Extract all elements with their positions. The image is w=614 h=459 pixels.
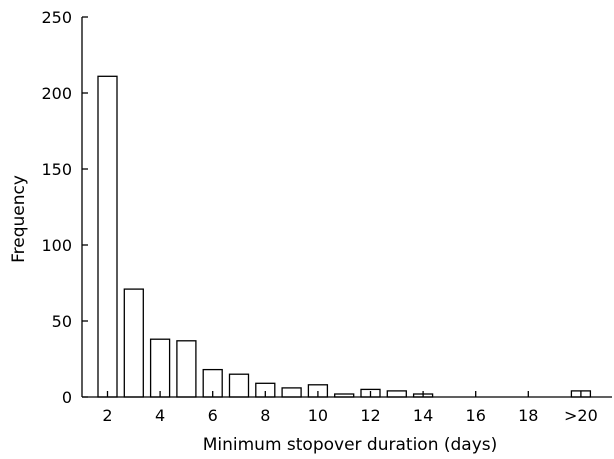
x-tick-label: 8 bbox=[260, 406, 270, 425]
x-tick-label: >20 bbox=[564, 406, 598, 425]
bars-group bbox=[97, 75, 592, 398]
y-tick-label: 50 bbox=[52, 312, 72, 331]
bar-4 bbox=[149, 338, 171, 398]
bar-5 bbox=[176, 340, 197, 398]
bar-13 bbox=[386, 390, 407, 398]
y-tick-label: 200 bbox=[41, 84, 72, 103]
plot-area: 2 4 6 8 10 12 14 16 18 >20 0 50 100 150 200 250 bbox=[41, 8, 612, 425]
y-tick-label: 100 bbox=[41, 236, 72, 255]
bar-9 bbox=[281, 387, 302, 398]
bar-3 bbox=[123, 288, 144, 398]
x-tick-label: 14 bbox=[413, 406, 433, 425]
x-tick-label: 16 bbox=[466, 406, 486, 425]
bar-7 bbox=[228, 373, 250, 398]
bar-2 bbox=[97, 75, 118, 398]
y-tick-label: 250 bbox=[41, 8, 72, 27]
y-tick-label: 0 bbox=[62, 388, 72, 407]
x-tick-label: 18 bbox=[518, 406, 538, 425]
x-tick-label: 6 bbox=[208, 406, 218, 425]
x-tick-label: 4 bbox=[155, 406, 165, 425]
y-tick-label: 150 bbox=[41, 160, 72, 179]
x-ticks-group: 2 4 6 8 10 12 14 16 18 >20 bbox=[102, 391, 598, 425]
y-axis-title: Frequency bbox=[9, 175, 29, 263]
x-tick-label: 2 bbox=[102, 406, 112, 425]
y-ticks-group: 0 50 100 150 200 250 bbox=[41, 8, 88, 407]
x-tick-label: 10 bbox=[308, 406, 328, 425]
x-axis-title: Minimum stopover duration (days) bbox=[203, 435, 498, 455]
x-tick-label: 12 bbox=[360, 406, 380, 425]
